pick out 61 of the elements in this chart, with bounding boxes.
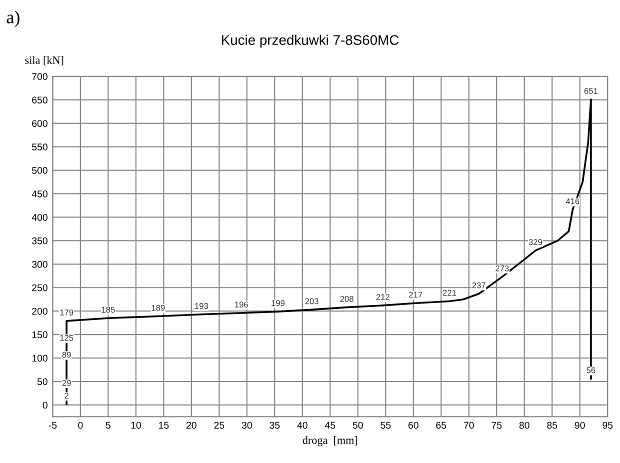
data-label: 193 bbox=[195, 303, 208, 309]
x-tick-label: 80 bbox=[519, 422, 530, 429]
data-label: 237 bbox=[472, 282, 486, 288]
x-tick-label: 0 bbox=[78, 422, 83, 429]
data-label: 2 bbox=[64, 392, 68, 398]
y-tick-label: 0 bbox=[42, 402, 48, 409]
y-tick-label: 50 bbox=[37, 378, 48, 386]
y-tick-label: 550 bbox=[32, 144, 48, 150]
data-label: 185 bbox=[102, 306, 115, 313]
data-label: 196 bbox=[235, 302, 248, 308]
text: a) bbox=[6, 10, 20, 27]
y-tick-label: 150 bbox=[32, 331, 48, 338]
data-label: 29 bbox=[62, 380, 71, 386]
x-tick-label: 85 bbox=[547, 422, 558, 429]
y-tick-label: 700 bbox=[32, 73, 48, 80]
x-tick-label: 45 bbox=[324, 422, 336, 429]
data-label: 212 bbox=[376, 294, 390, 300]
x-tick-label: 90 bbox=[574, 422, 585, 429]
x-tick-label: 50 bbox=[352, 422, 363, 429]
y-tick-label: 650 bbox=[32, 96, 48, 104]
data-label: 329 bbox=[528, 239, 542, 246]
data-label: 221 bbox=[442, 290, 456, 296]
data-label: 199 bbox=[272, 300, 285, 306]
x-tick-label: 5 bbox=[106, 422, 110, 429]
x-tick-label: 10 bbox=[131, 422, 141, 429]
x-tick-label: 65 bbox=[436, 422, 446, 429]
data-label: 56 bbox=[586, 367, 596, 374]
data-label: 217 bbox=[409, 292, 422, 298]
x-tick-label: 30 bbox=[242, 422, 252, 429]
chart-title: Kucie przedkuwki 7-8S60MC bbox=[222, 34, 399, 48]
x-tick-label: -5 bbox=[48, 422, 57, 429]
x-tick-label: 70 bbox=[464, 422, 474, 429]
x-tick-label: 25 bbox=[214, 422, 224, 429]
x-axis-title: droga [mm] bbox=[302, 436, 358, 446]
y-tick-label: 400 bbox=[32, 214, 48, 221]
data-label: 273 bbox=[496, 265, 509, 272]
data-label: 125 bbox=[60, 334, 74, 341]
y-tick-label: 450 bbox=[32, 190, 48, 198]
x-tick-label: 75 bbox=[492, 422, 502, 429]
y-tick-label: 200 bbox=[32, 308, 48, 315]
data-label: 89 bbox=[62, 352, 71, 358]
y-tick-label: 600 bbox=[32, 120, 48, 127]
y-tick-label: 250 bbox=[32, 284, 48, 292]
x-tick-label: 40 bbox=[297, 422, 308, 429]
x-tick-label: 15 bbox=[159, 422, 169, 429]
y-tick-label: 500 bbox=[32, 167, 48, 174]
data-label: 203 bbox=[305, 298, 318, 304]
data-label: 208 bbox=[340, 296, 354, 302]
y-axis-title: sila [kN] bbox=[25, 56, 64, 66]
data-label: 179 bbox=[60, 310, 74, 316]
x-tick-label: 35 bbox=[270, 422, 280, 429]
y-tick-label: 350 bbox=[32, 237, 48, 244]
data-label: 189 bbox=[152, 304, 165, 311]
x-tick-label: 20 bbox=[186, 422, 196, 429]
x-tick-label: 55 bbox=[380, 422, 391, 429]
data-label: 651 bbox=[584, 88, 598, 94]
y-tick-label: 300 bbox=[32, 260, 48, 268]
data-label: 416 bbox=[566, 198, 580, 204]
y-tick-label: 100 bbox=[32, 354, 48, 362]
x-tick-label: 95 bbox=[602, 422, 613, 429]
x-tick-label: 60 bbox=[408, 422, 418, 429]
